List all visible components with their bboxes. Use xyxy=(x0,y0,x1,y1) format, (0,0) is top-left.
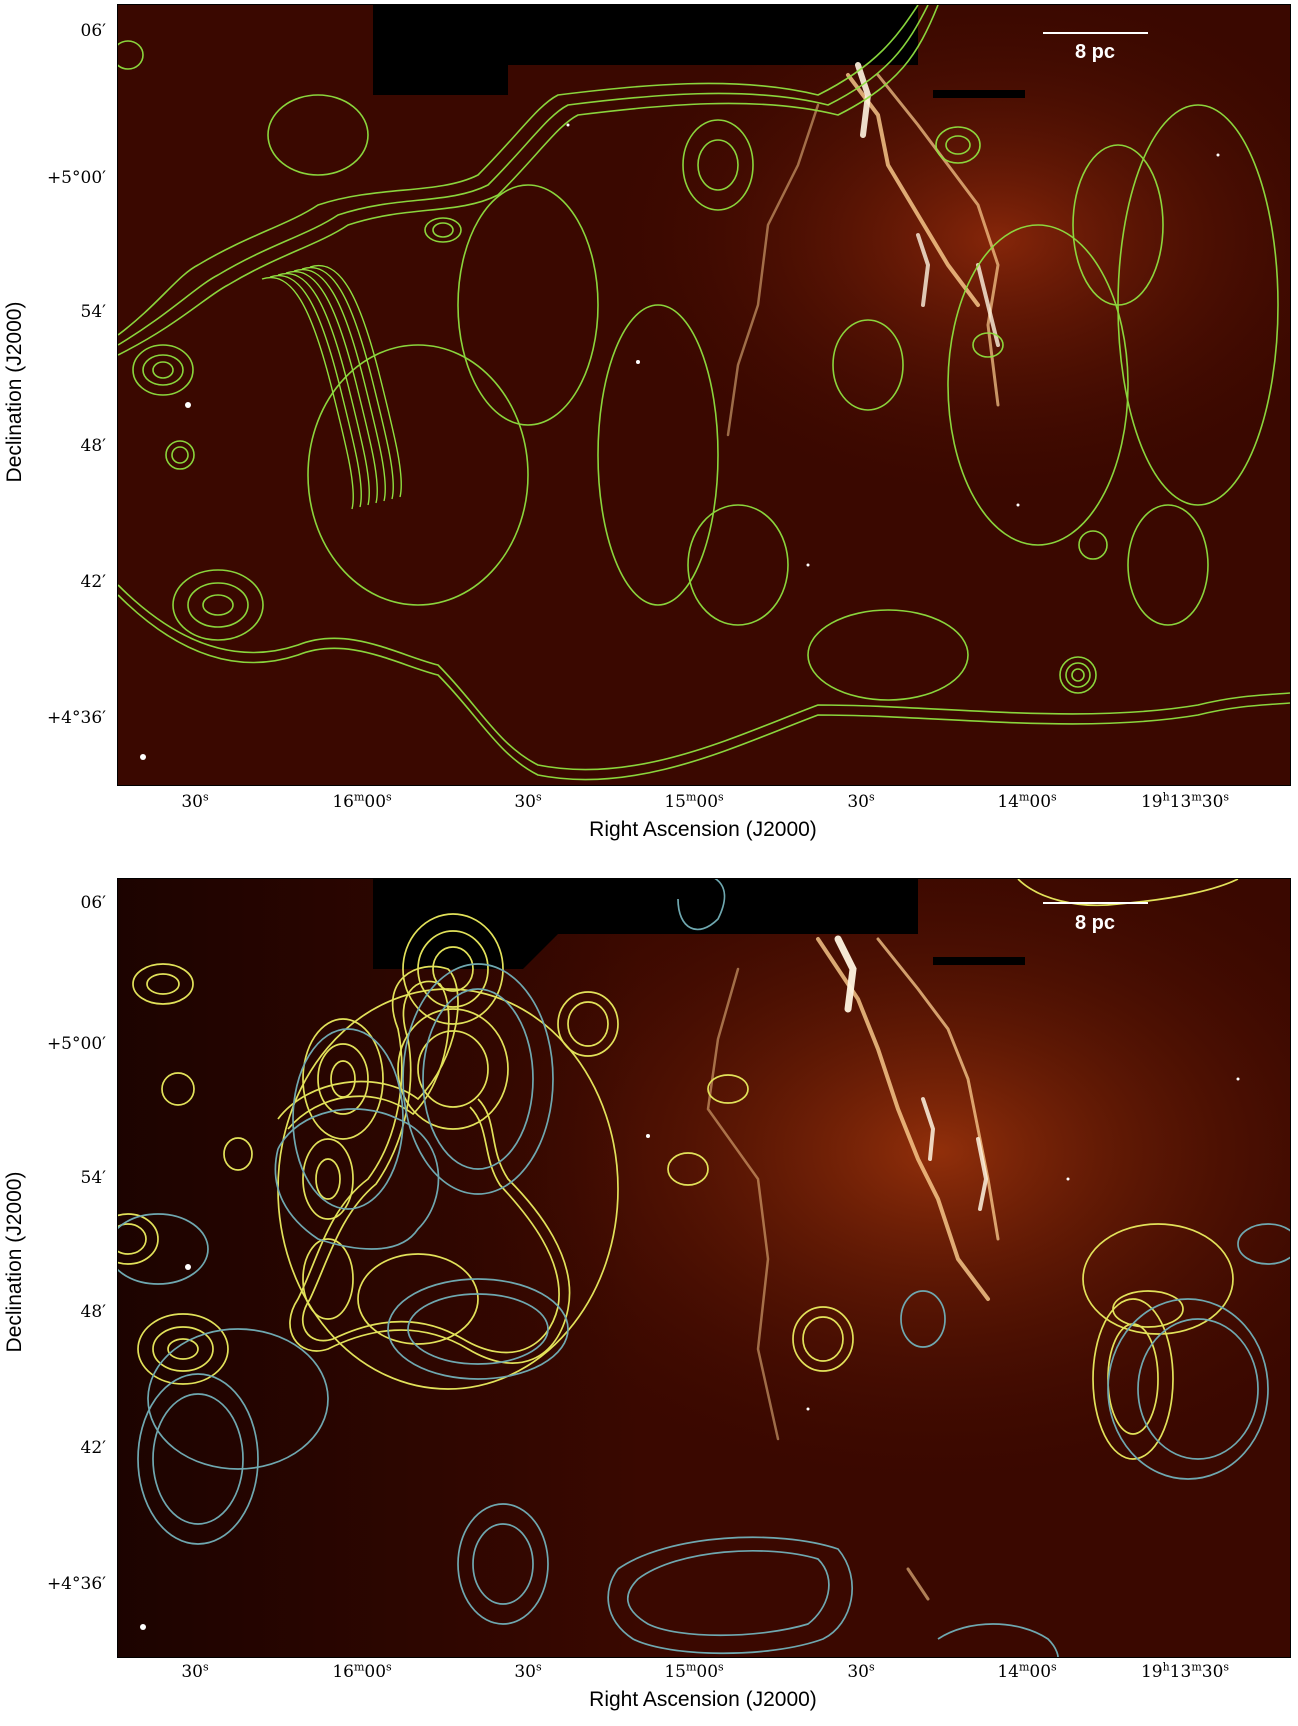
x-axis-label: Right Ascension (J2000) xyxy=(589,1688,817,1711)
bottom-image-frame: 8 pc xyxy=(117,878,1291,1658)
x-axis-label: Right Ascension (J2000) xyxy=(589,818,817,841)
point-sources xyxy=(140,123,1220,760)
y-tick-label: 06′ xyxy=(80,893,107,913)
y-tick-label: +5°00′ xyxy=(46,168,106,188)
x-tick-label: 30s xyxy=(847,1660,875,1682)
x-tick-label: 30s xyxy=(181,1660,209,1682)
x-tick-label: 16m00s xyxy=(332,790,392,812)
emission-filaments xyxy=(706,935,1000,1601)
dense-filament-contours xyxy=(261,264,402,510)
y-tick-label: +4°36′ xyxy=(46,1574,106,1594)
masked-region xyxy=(373,879,918,969)
yellow-contours xyxy=(118,879,1239,1460)
y-tick-label: 48′ xyxy=(80,436,107,456)
x-tick-label: 30s xyxy=(514,790,542,812)
top-sky-image xyxy=(118,5,1290,785)
x-tick-label: 30s xyxy=(514,1660,542,1682)
emission-filaments xyxy=(726,62,1000,437)
x-tick-label: 15m00s xyxy=(664,1660,724,1682)
x-tick-label: 16m00s xyxy=(332,1660,392,1682)
point-sources xyxy=(140,1077,1240,1630)
y-tick-label: 54′ xyxy=(80,302,107,322)
bottom-sky-image xyxy=(118,879,1290,1657)
scale-bar-label: 8 pc xyxy=(1075,41,1116,63)
bottom-panel: 8 pc 06′ +5°00′ 54′ 48′ 42′ +4°36′ 30s 1… xyxy=(0,870,1298,1726)
blue-contours xyxy=(118,879,1290,1657)
x-tick-label: 14m00s xyxy=(997,790,1057,812)
y-tick-label: 42′ xyxy=(80,1438,107,1458)
masked-region xyxy=(373,5,918,95)
masked-strip xyxy=(933,957,1025,965)
y-tick-label: +5°00′ xyxy=(46,1034,106,1054)
y-axis-label: Declination (J2000) xyxy=(3,301,26,483)
y-tick-label: 54′ xyxy=(80,1168,107,1188)
top-panel: 8 pc 06′ +5°00′ 54′ 48′ 42′ +4°36′ 30s 1… xyxy=(0,0,1298,860)
y-tick-label: 48′ xyxy=(80,1302,107,1322)
x-tick-label: 19h13m30s xyxy=(1140,790,1230,812)
y-axis-label: Declination (J2000) xyxy=(3,1171,26,1353)
y-tick-label: +4°36′ xyxy=(46,708,106,728)
x-tick-label: 19h13m30s xyxy=(1140,1660,1230,1682)
x-tick-label: 15m00s xyxy=(664,790,724,812)
co-contours xyxy=(118,5,1290,781)
y-tick-label: 06′ xyxy=(80,21,107,41)
x-tick-label: 30s xyxy=(847,790,875,812)
masked-strip xyxy=(933,90,1025,98)
y-tick-label: 42′ xyxy=(80,572,107,592)
x-tick-label: 30s xyxy=(181,790,209,812)
scale-bar-label: 8 pc xyxy=(1075,912,1116,934)
top-image-frame: 8 pc xyxy=(117,4,1291,786)
x-tick-label: 14m00s xyxy=(997,1660,1057,1682)
